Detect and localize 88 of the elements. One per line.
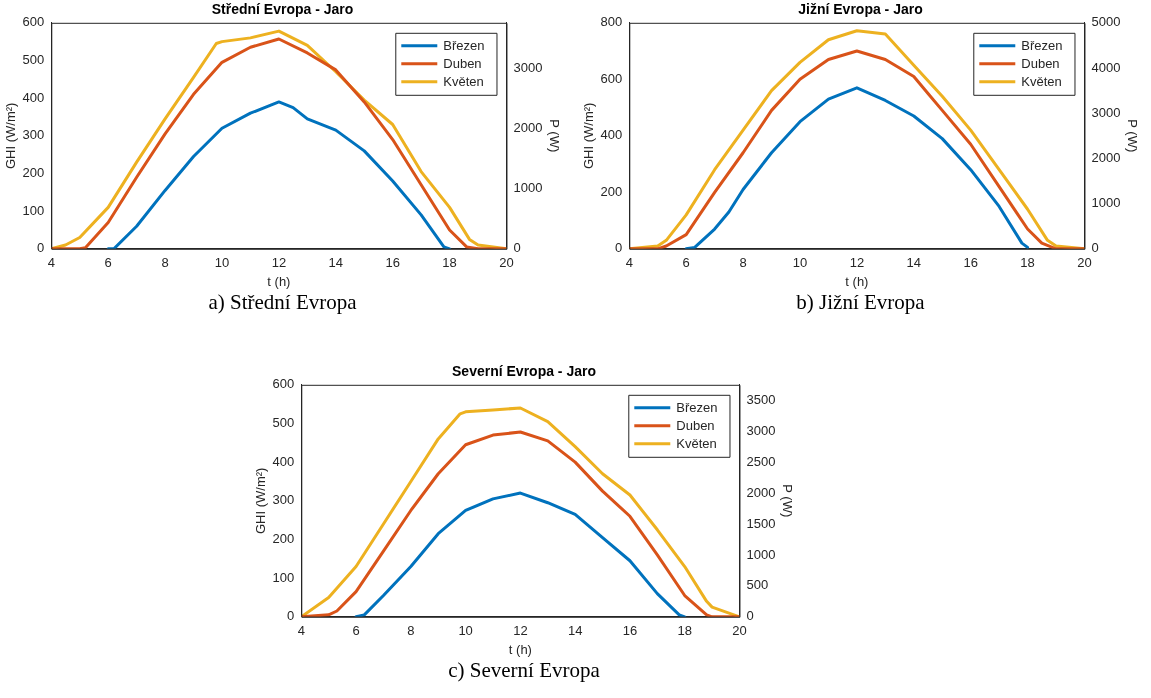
y2-tick-label: 1500: [746, 515, 776, 531]
legend-label: Duben: [676, 418, 715, 434]
y2-tick-label: 5000: [1091, 14, 1121, 30]
y2-tick-label: 1000: [1091, 195, 1121, 211]
y-axis-title: GHI (W/m²): [581, 102, 597, 170]
legend-label: Květen: [443, 74, 484, 90]
y2-tick-label: 2000: [746, 484, 776, 500]
legend-label: Duben: [1021, 56, 1060, 72]
y-tick-label: 300: [272, 492, 295, 508]
y-tick-label: 800: [600, 14, 623, 30]
x-tick-label: 4: [297, 623, 305, 639]
x-tick-label: 6: [682, 255, 690, 271]
x-tick-label: 12: [513, 623, 528, 639]
y-tick-label: 100: [22, 202, 45, 218]
y-tick-label: 400: [272, 453, 295, 469]
x-tick-label: 20: [1077, 255, 1092, 271]
y-axis-title: GHI (W/m²): [253, 467, 269, 535]
x-tick-label: 14: [906, 255, 922, 271]
y2-tick-label: 0: [513, 240, 521, 256]
x-tick-label: 16: [622, 623, 638, 639]
legend-label: Březen: [443, 38, 485, 54]
x-tick-label: 18: [677, 623, 692, 639]
y-tick-label: 0: [615, 240, 623, 256]
y2-axis-title: P (W): [546, 119, 562, 153]
y2-tick-label: 0: [1091, 240, 1099, 256]
y-axis-title: GHI (W/m²): [3, 102, 19, 170]
y2-tick-label: 3000: [513, 59, 543, 75]
x-axis-title: t (h): [267, 273, 291, 289]
x-tick-label: 12: [849, 255, 865, 271]
chart-title: Severní Evropa - Jaro: [452, 363, 596, 380]
y-tick-label: 100: [272, 569, 295, 585]
x-tick-label: 4: [625, 255, 633, 271]
x-tick-label: 16: [963, 255, 978, 271]
x-tick-label: 10: [458, 623, 473, 639]
y2-tick-label: 1000: [746, 546, 776, 562]
y-tick-label: 600: [600, 70, 623, 86]
y2-tick-label: 500: [746, 577, 769, 593]
x-tick-label: 16: [385, 255, 400, 271]
x-tick-label: 20: [499, 255, 514, 271]
y-tick-label: 400: [22, 89, 45, 105]
x-tick-label: 6: [352, 623, 360, 639]
legend-label: Duben: [443, 56, 482, 72]
y-tick-label: 500: [22, 52, 45, 68]
y-tick-label: 0: [287, 608, 295, 624]
text: c) Severní Evropa: [447, 658, 601, 683]
legend-label: Březen: [676, 400, 718, 416]
x-tick-label: 10: [792, 255, 808, 271]
x-tick-label: 14: [567, 623, 583, 639]
legend-label: Květen: [676, 436, 717, 452]
x-tick-label: 18: [442, 255, 457, 271]
y-tick-label: 200: [600, 183, 623, 199]
y2-tick-label: 3000: [746, 422, 776, 438]
x-tick-label: 6: [104, 255, 112, 271]
x-axis-title: t (h): [508, 641, 532, 657]
y2-tick-label: 3500: [746, 391, 776, 407]
legend-label: Březen: [1021, 38, 1063, 54]
x-tick-label: 8: [407, 623, 415, 639]
y-tick-label: 200: [272, 531, 295, 547]
y-tick-label: 300: [22, 127, 45, 143]
y-tick-label: 0: [37, 240, 45, 256]
x-tick-label: 8: [739, 255, 747, 271]
x-tick-label: 4: [47, 255, 55, 271]
y-tick-label: 600: [22, 14, 45, 30]
y2-axis-title: P (W): [1124, 119, 1140, 153]
x-tick-label: 10: [214, 255, 230, 271]
x-tick-label: 12: [271, 255, 287, 271]
x-tick-label: 8: [161, 255, 169, 271]
x-tick-label: 18: [1020, 255, 1035, 271]
chart-title: Jižní Evropa - Jaro: [798, 1, 923, 18]
legend-label: Květen: [1021, 74, 1062, 90]
y2-tick-label: 2000: [1091, 149, 1121, 165]
y-tick-label: 200: [22, 165, 45, 181]
y2-tick-label: 3000: [1091, 104, 1121, 120]
chart-title: Střední Evropa - Jaro: [211, 1, 354, 18]
y2-axis-title: P (W): [779, 484, 795, 518]
y2-tick-label: 4000: [1091, 59, 1121, 75]
text: a) Střední Evropa: [207, 290, 358, 315]
y2-tick-label: 1000: [513, 180, 543, 196]
y2-tick-label: 2500: [746, 453, 776, 469]
y2-tick-label: 2000: [513, 119, 543, 135]
x-tick-label: 14: [328, 255, 344, 271]
text: b) Jižní Evropa: [795, 290, 926, 315]
y-tick-label: 500: [272, 415, 295, 431]
y-tick-label: 400: [600, 127, 623, 143]
y-tick-label: 600: [272, 376, 295, 392]
x-tick-label: 20: [732, 623, 747, 639]
y2-tick-label: 0: [746, 608, 754, 624]
x-axis-title: t (h): [845, 273, 869, 289]
